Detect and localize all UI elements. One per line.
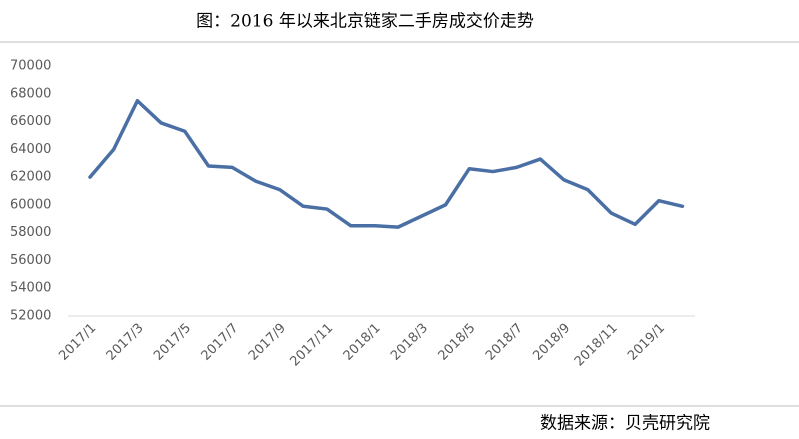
x-tick-label: 2018/1 xyxy=(341,321,384,364)
line xyxy=(88,98,685,229)
y-tick-label: 52000 xyxy=(10,309,51,324)
x-tick-label: 2018/9 xyxy=(530,321,573,364)
y-tick-label: 56000 xyxy=(10,253,51,268)
x-tick-label: 2018/3 xyxy=(388,321,431,364)
x-tick-label: 2017/11 xyxy=(288,321,337,370)
x-tick-label: 2017/1 xyxy=(56,321,99,364)
x-tick-label: 2018/7 xyxy=(483,321,526,364)
source: 数据来源：贝壳研究院 xyxy=(540,414,710,434)
x-tick-label: 2017/3 xyxy=(104,321,147,364)
x-tick-label: 2017/5 xyxy=(151,321,194,364)
y-tick-label: 54000 xyxy=(10,281,51,296)
y-tick-label: 68000 xyxy=(10,86,51,101)
x-tick-label: 2017/7 xyxy=(199,321,242,364)
y-tick-label: 62000 xyxy=(10,170,51,185)
y-tick-label: 58000 xyxy=(10,225,51,240)
x-tick-label: 2017/9 xyxy=(246,321,289,364)
y-tick-label: 70000 xyxy=(10,59,51,74)
x-tick-label: 2018/11 xyxy=(572,321,621,370)
x-tick-label: 2018/5 xyxy=(436,321,479,364)
y-tick-label: 60000 xyxy=(10,197,51,212)
x-tick-label: 2019/1 xyxy=(625,321,668,364)
y-tick-label: 64000 xyxy=(10,142,51,157)
y-tick-label: 66000 xyxy=(10,114,51,129)
chart-title: 图：2016 年以来北京链家二手房成交价走势 xyxy=(196,12,534,32)
